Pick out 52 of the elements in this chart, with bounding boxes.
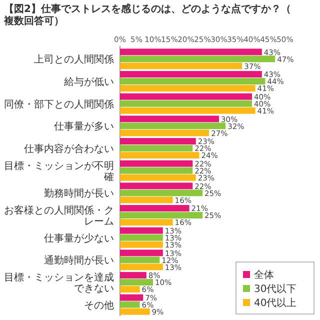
- bar: [120, 167, 193, 174]
- bar: [120, 152, 200, 158]
- bar: [120, 56, 276, 62]
- bar: [120, 71, 262, 78]
- legend-label: 30代以下: [254, 283, 297, 295]
- y-tick-label: 給与が低い: [63, 76, 114, 88]
- y-tick-label: 目標・ミッションが不明確: [4, 160, 114, 183]
- y-tick-label: 目標・ミッションを達成できない: [4, 272, 114, 294]
- bar: [120, 205, 190, 212]
- bar: [120, 279, 153, 286]
- bar: [120, 308, 150, 315]
- bar: [120, 286, 140, 292]
- bar: [120, 85, 256, 92]
- bar: [120, 182, 193, 190]
- bar: [120, 264, 163, 270]
- title: 【図2】仕事でストレスを感じるのは、どのような点ですか？（複数回答可）: [4, 4, 291, 27]
- bar: [120, 107, 256, 114]
- y-tick-label: その他: [84, 299, 114, 312]
- bar: [120, 250, 163, 256]
- y-tick-label: 仕事量が少ない: [44, 232, 114, 244]
- bar: [120, 138, 196, 144]
- bar: [120, 227, 163, 234]
- bar: [120, 196, 173, 204]
- bar: [120, 93, 252, 100]
- y-tick-label: 上司との人間関係: [34, 54, 114, 66]
- bar: [120, 48, 262, 56]
- y-tick-label: 勤務時間が長い: [44, 188, 114, 200]
- bar: [120, 100, 252, 107]
- bar: [120, 62, 242, 70]
- bar: [120, 174, 196, 181]
- bar: [120, 212, 202, 218]
- bar: [120, 234, 163, 241]
- bar: [120, 130, 210, 136]
- legend-label: 40代以上: [254, 297, 297, 309]
- bar: [120, 145, 193, 152]
- bar: [120, 219, 173, 226]
- bar: [120, 122, 226, 130]
- y-tick-label: 通勤時間が長い: [44, 254, 114, 267]
- bar: [120, 116, 219, 122]
- bar: [120, 160, 193, 167]
- y-tick-label: 仕事内容が合わない: [24, 143, 114, 155]
- legend-label: 全体: [254, 269, 274, 281]
- y-tick-label: 仕事量が多い: [54, 120, 114, 133]
- bar: [120, 301, 140, 308]
- bar: [120, 78, 266, 84]
- bar: [120, 256, 160, 264]
- bar: [120, 272, 146, 278]
- bar: [120, 294, 144, 301]
- bar: [120, 190, 202, 196]
- y-tick-label: お客様との人間関係・クレーム: [4, 204, 114, 228]
- y-tick-label: 同僚・部下との人間関係: [4, 98, 114, 110]
- bar: [120, 241, 163, 248]
